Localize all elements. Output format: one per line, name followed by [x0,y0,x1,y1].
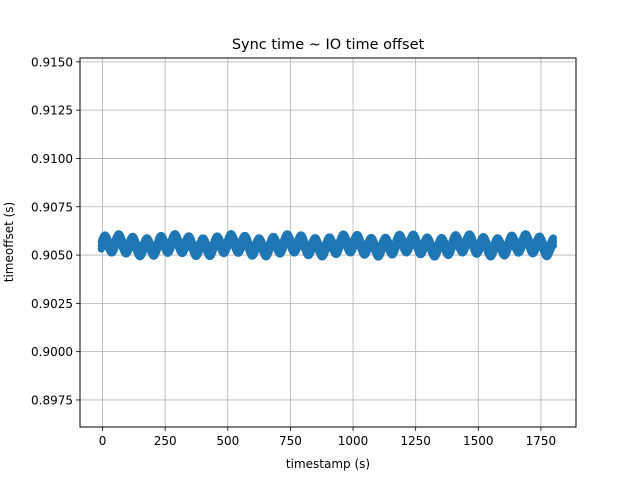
x-tick-label: 0 [99,434,107,448]
y-tick-label: 0.8975 [31,393,73,407]
y-tick-label: 0.9075 [31,200,73,214]
x-tick-label: 750 [279,434,302,448]
plot-frame [79,57,577,428]
x-axis: 0 250 500 750 1000 1250 1500 1750 [99,427,556,448]
y-tick-label: 0.9050 [31,249,73,263]
data-points [97,230,558,261]
chart-title: Sync time ~ IO time offset [232,37,425,53]
data-point [549,234,558,242]
x-tick-label: 500 [216,434,239,448]
y-tick-label: 0.9025 [31,297,73,311]
y-tick-label: 0.9100 [31,152,73,166]
y-tick-label: 0.9125 [31,104,73,118]
y-axis-label: timeoffset (s) [2,202,16,283]
y-axis: 0.8975 0.9000 0.9025 0.9050 0.9075 0.9100 0.91… [31,55,80,407]
x-tick-label: 1500 [463,434,494,448]
x-axis-label: timestamp (s) [286,457,370,471]
x-tick-label: 1750 [526,434,557,448]
y-tick-label: 0.9150 [31,55,73,69]
x-tick-label: 1000 [338,434,369,448]
x-tick-label: 250 [154,434,177,448]
y-tick-label: 0.9000 [31,345,73,359]
x-tick-label: 1250 [400,434,431,448]
grid [80,58,576,427]
